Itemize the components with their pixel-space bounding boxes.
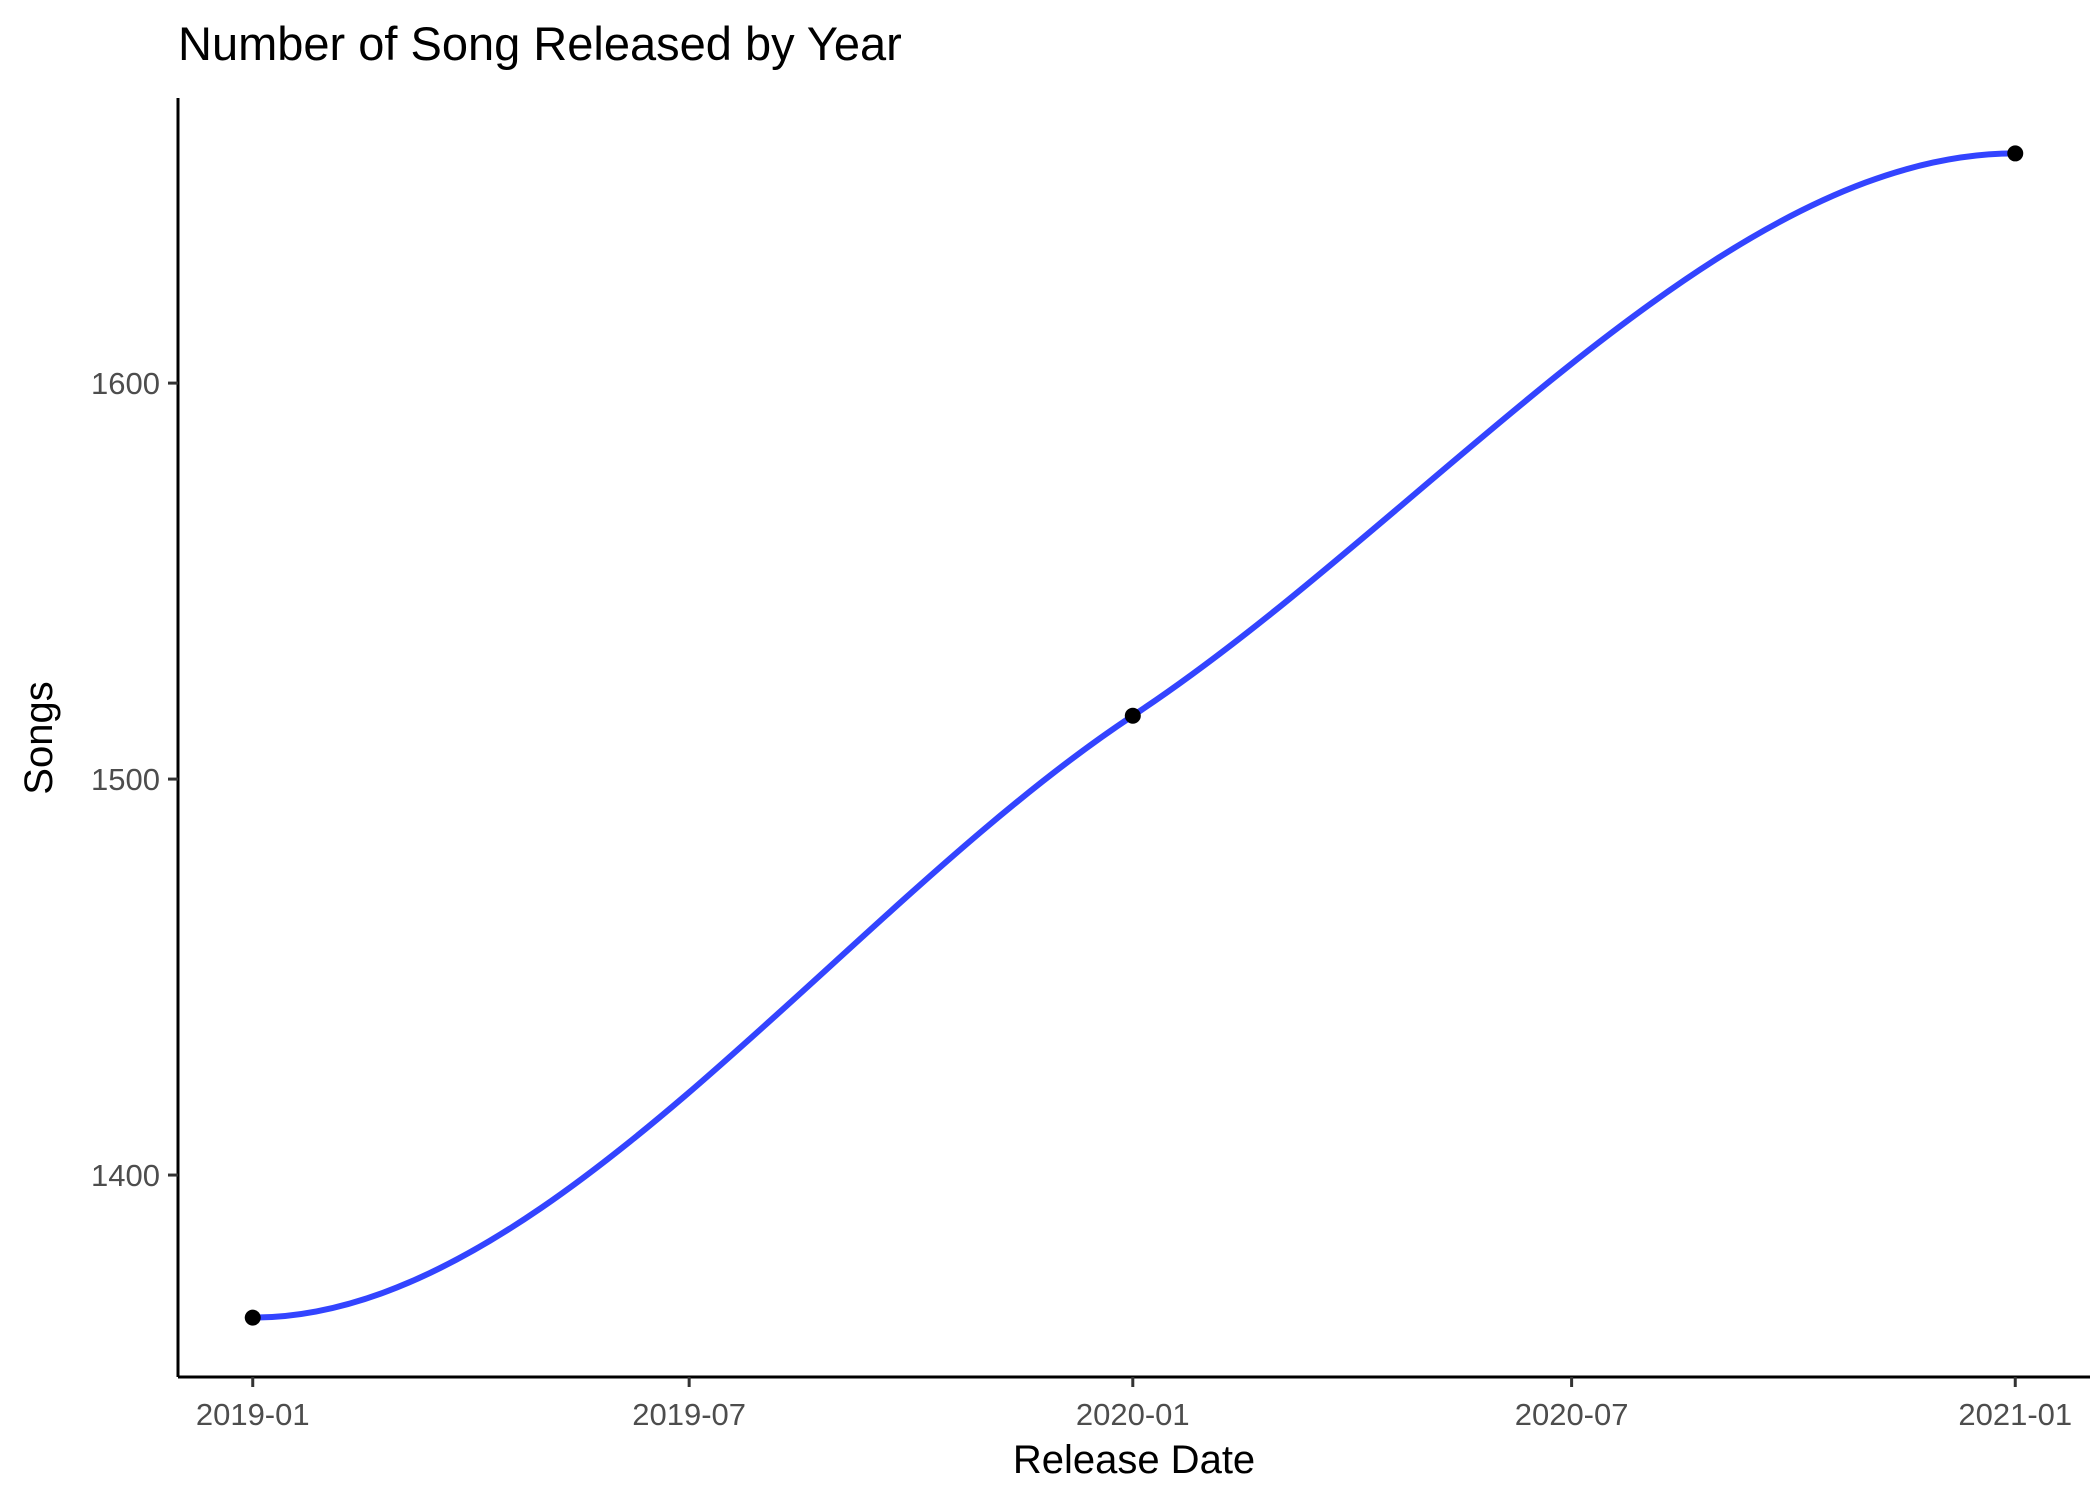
plot-area: 1400 1500 1600 2019-01 2019-07 2020-01 2020-0… (91, 98, 2090, 1432)
x-axis-label: Release Date (1013, 1438, 1255, 1482)
x-tick-label: 2020-07 (1515, 1397, 1629, 1432)
y-axis-ticks: 1400 1500 1600 (91, 366, 178, 1193)
data-point (2007, 145, 2024, 162)
x-tick-label: 2019-07 (632, 1397, 746, 1432)
y-tick-label: 1600 (91, 366, 160, 401)
x-tick-label: 2021-01 (1958, 1397, 2072, 1432)
y-tick-label: 1400 (91, 1158, 160, 1193)
chart-title: Number of Song Released by Year (178, 17, 902, 70)
x-axis-ticks: 2019-01 2019-07 2020-01 2020-07 2021-01 (196, 1377, 2072, 1432)
x-tick-label: 2019-01 (196, 1397, 310, 1432)
data-point (244, 1309, 261, 1326)
series-line (249, 150, 2019, 1321)
y-axis-label: Songs (17, 681, 61, 794)
data-points (244, 145, 2024, 1326)
y-tick-label: 1500 (91, 762, 160, 797)
x-tick-label: 2020-01 (1076, 1397, 1190, 1432)
data-point (1124, 707, 1141, 724)
